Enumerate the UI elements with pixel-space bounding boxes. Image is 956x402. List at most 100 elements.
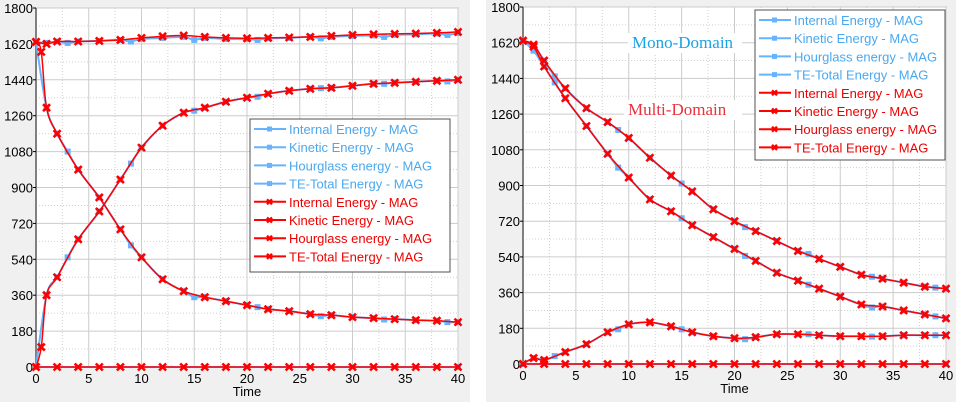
- x-marker: [94, 207, 104, 216]
- data-point-x: [137, 33, 146, 43]
- data-point-x: [411, 29, 421, 38]
- data-point-x: [772, 359, 782, 369]
- x-tick-label: 30: [345, 371, 359, 386]
- data-point-square: [254, 36, 261, 43]
- x-tick-label: 35: [886, 368, 900, 383]
- data-point-x: [856, 270, 866, 280]
- x-tick-label: 15: [187, 371, 201, 386]
- legend-x-marker-icon: [771, 89, 778, 97]
- data-point-x: [645, 317, 655, 327]
- data-point-square: [191, 107, 198, 114]
- annotation-label: Mono-Domain: [632, 33, 734, 52]
- x-marker: [539, 56, 549, 65]
- x-marker: [878, 302, 887, 311]
- data-point-x: [411, 362, 421, 372]
- data-point-x: [453, 27, 463, 37]
- data-point-x: [369, 362, 379, 372]
- data-point-x: [390, 362, 400, 372]
- x-marker: [453, 27, 463, 37]
- legend-item: Internal Energy - MAG: [759, 86, 923, 101]
- y-tick-label: 360: [498, 286, 520, 301]
- data-point-x: [560, 93, 570, 103]
- x-marker: [115, 175, 125, 184]
- data-point-x: [560, 359, 570, 369]
- data-point-x: [793, 246, 803, 256]
- x-marker: [221, 97, 231, 107]
- data-point-x: [305, 309, 315, 319]
- data-point-x: [263, 304, 273, 314]
- data-point-x: [137, 143, 146, 153]
- data-point-x: [814, 359, 824, 369]
- data-point-x: [52, 272, 62, 282]
- x-marker: [941, 313, 951, 323]
- x-marker: [73, 362, 83, 372]
- x-marker: [137, 362, 146, 372]
- data-point-x: [708, 204, 718, 214]
- y-tick-label: 1440: [4, 73, 33, 88]
- x-marker: [814, 359, 824, 369]
- data-point-x: [179, 362, 189, 372]
- x-marker: [772, 268, 782, 278]
- x-marker: [666, 171, 676, 181]
- data-point-x: [200, 103, 210, 113]
- legend-square-marker-icon: [267, 144, 272, 150]
- data-point-x: [73, 234, 83, 244]
- data-point-x: [432, 362, 442, 372]
- x-marker: [941, 284, 951, 294]
- data-point-square: [191, 294, 198, 301]
- series-line: [35, 31, 459, 45]
- data-point-x: [941, 313, 951, 323]
- legend: Internal Energy - MAG Kinetic Energy - MA…: [249, 118, 451, 273]
- x-marker: [305, 309, 315, 319]
- data-point-x: [115, 362, 125, 372]
- data-point-x: [158, 362, 168, 372]
- x-marker: [835, 331, 845, 341]
- data-point-x: [856, 359, 866, 369]
- x-marker: [221, 33, 231, 43]
- x-tick-label: 5: [85, 371, 92, 386]
- x-marker: [751, 226, 761, 236]
- data-point-square: [317, 35, 324, 42]
- x-marker: [730, 359, 739, 369]
- x-marker: [708, 359, 718, 369]
- data-point-x: [42, 103, 51, 113]
- data-point-x: [772, 268, 782, 278]
- data-point-x: [284, 86, 294, 96]
- data-point-x: [158, 31, 168, 41]
- y-tick-label: 1800: [491, 0, 520, 15]
- x-marker: [42, 290, 51, 300]
- data-point-x: [348, 81, 357, 91]
- x-marker: [348, 30, 357, 40]
- data-point-x: [645, 153, 655, 163]
- data-point-x: [73, 165, 83, 174]
- data-point-x: [179, 286, 189, 296]
- x-marker: [624, 359, 634, 369]
- legend-item: Internal Energy - MAG: [759, 13, 923, 28]
- data-point-x: [772, 329, 782, 339]
- data-point-square: [381, 33, 388, 40]
- data-point-x: [560, 347, 570, 357]
- data-point-x: [814, 330, 824, 340]
- x-marker: [899, 306, 909, 315]
- data-point-x: [326, 83, 336, 93]
- x-tick-label: 20: [727, 368, 741, 383]
- data-point-x: [539, 359, 549, 369]
- x-marker: [263, 33, 273, 43]
- x-marker: [772, 236, 782, 246]
- data-point-x: [751, 256, 761, 266]
- legend-square-marker-icon: [267, 126, 272, 132]
- x-tick-label: 25: [293, 371, 307, 386]
- legend-label: Kinetic Energy - MAG: [289, 213, 414, 228]
- data-point-x: [221, 362, 231, 372]
- data-point-x: [94, 207, 104, 216]
- data-point-x: [411, 77, 421, 87]
- legend-box: [249, 118, 451, 273]
- legend-label: Internal Energy - MAG: [794, 86, 923, 101]
- data-point-x: [200, 362, 210, 372]
- series-line: [522, 321, 946, 365]
- x-marker: [284, 33, 294, 42]
- x-marker: [878, 359, 887, 369]
- y-tick-label: 360: [11, 288, 33, 303]
- data-point-x: [52, 362, 62, 372]
- data-point-x: [36, 342, 46, 352]
